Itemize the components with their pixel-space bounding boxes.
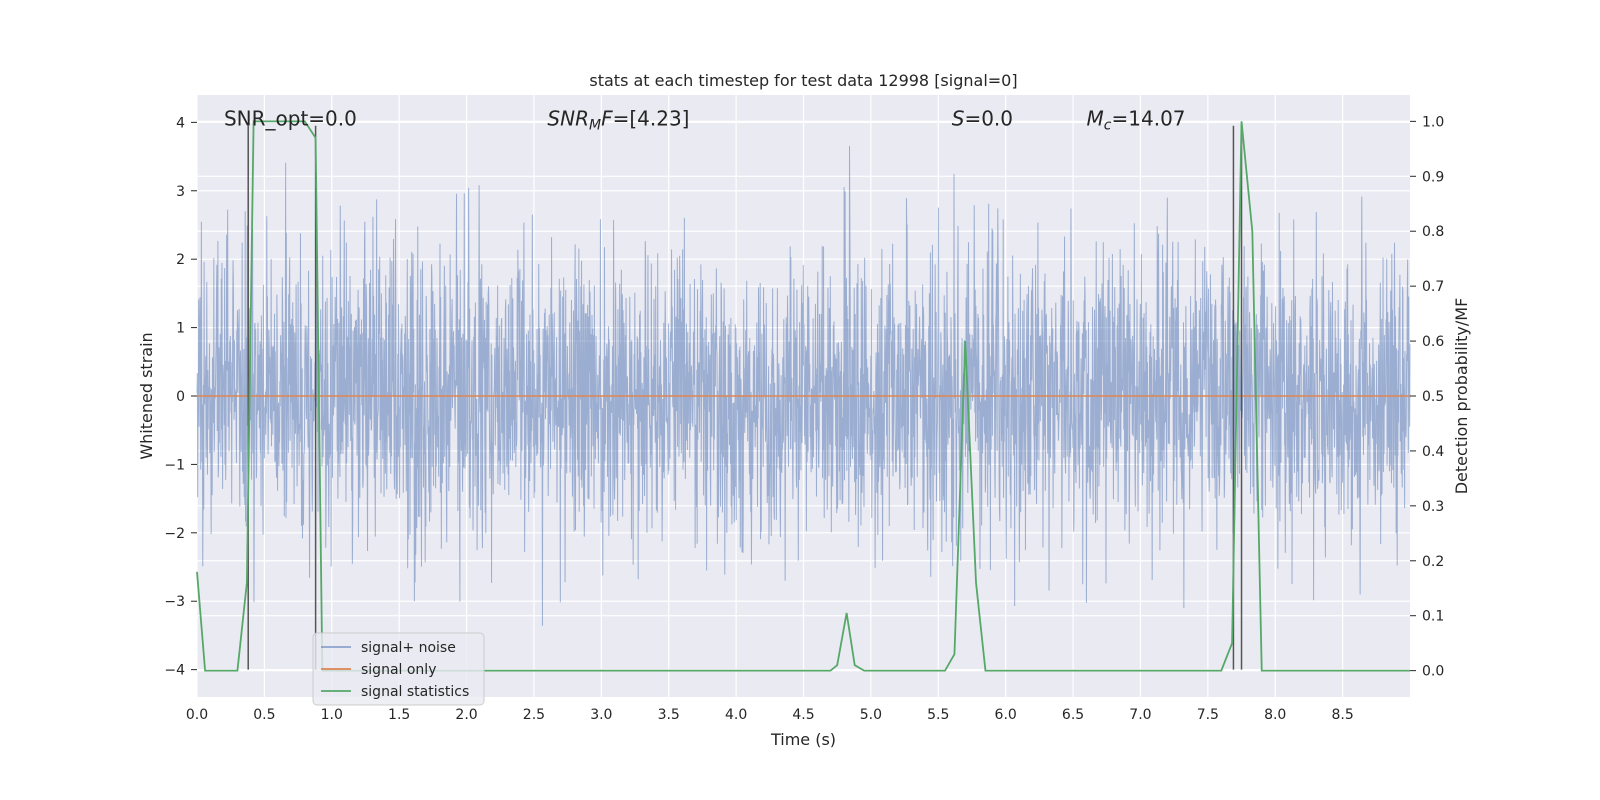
annotations: SNR_opt=0.0 SNRMF=[4.23] S=0.0 Mc=14.07 — [224, 106, 1186, 133]
y2-tick-label: 0.3 — [1422, 499, 1444, 515]
y2-tick-label: 0.8 — [1422, 224, 1444, 240]
mc-annotation: Mc=14.07 — [1087, 106, 1186, 133]
legend-label: signal+ noise — [361, 640, 456, 656]
s-annotation-part: =0.0 — [964, 106, 1013, 130]
vertical-markers — [247, 125, 1243, 670]
x-axis-label: Time (s) — [770, 730, 836, 749]
y2-tick-label: 0.0 — [1422, 664, 1444, 680]
y-tick-label: 3 — [176, 184, 185, 200]
y-tick-label: −2 — [164, 526, 185, 542]
y-tick-label: 0 — [176, 389, 185, 405]
x-tick-label: 2.5 — [523, 707, 545, 723]
snr-mf-annotation-part: F — [601, 106, 613, 130]
mc-annotation-part: M — [1087, 106, 1104, 130]
y-tick-label: 2 — [176, 252, 185, 268]
x-tick-label: 8.5 — [1331, 707, 1353, 723]
y2-tick-label: 0.1 — [1422, 609, 1444, 625]
y-tick-label: −3 — [164, 594, 185, 610]
y2-axis-label: Detection probability/MF — [1452, 298, 1471, 495]
x-tick-label: 8.0 — [1264, 707, 1286, 723]
y2-tick-label: 0.5 — [1422, 389, 1444, 405]
x-tick-label: 6.5 — [1062, 707, 1084, 723]
x-tick-label: 0.5 — [253, 707, 275, 723]
x-tick-label: 3.5 — [658, 707, 680, 723]
chart-title: stats at each timestep for test data 129… — [589, 71, 1017, 90]
snr-mf-annotation-part: M — [589, 117, 601, 133]
snr-opt-annotation: SNR_opt=0.0 — [224, 106, 357, 130]
x-tick-label: 0.0 — [186, 707, 208, 723]
y2-tick-label: 0.6 — [1422, 334, 1444, 350]
legend-label: signal statistics — [361, 684, 469, 700]
x-tick-label: 7.0 — [1129, 707, 1151, 723]
x-tick-label: 7.5 — [1197, 707, 1219, 723]
signal-statistics-line — [196, 120, 1410, 672]
series-signal-plus-noise — [196, 145, 1411, 626]
y-axis-label: Whitened strain — [137, 332, 156, 459]
x-tick-label: 4.5 — [792, 707, 814, 723]
y-tick-label: −4 — [164, 663, 185, 679]
s-annotation: S=0.0 — [952, 106, 1013, 130]
y2-tick-label: 0.7 — [1422, 279, 1444, 295]
x-tick-label: 3.0 — [590, 707, 612, 723]
y-tick-label: −1 — [164, 457, 185, 473]
y2-tick-label: 1.0 — [1422, 114, 1444, 130]
x-tick-label: 1.0 — [321, 707, 343, 723]
snr-mf-annotation-part: SNR — [547, 106, 589, 130]
ticks: 0.0 0.5 1.0 1.5 2.0 2.5 3.0 3.5 4.0 4.5 5.0 5.5 6.0 6… — [164, 114, 1444, 723]
snr-mf-annotation-part: =[4.23] — [613, 106, 690, 130]
x-tick-label: 5.5 — [927, 707, 949, 723]
y-tick-label: 1 — [176, 321, 185, 337]
snr-opt-annotation-part: SNR_opt=0.0 — [224, 106, 357, 130]
x-tick-label: 4.0 — [725, 707, 747, 723]
x-tick-label: 2.0 — [455, 707, 477, 723]
legend-label: signal only — [361, 662, 436, 678]
x-tick-label: 5.0 — [860, 707, 882, 723]
signal-plus-noise-line — [196, 145, 1411, 626]
legend: signal+ noise signal only signal statistic… — [312, 632, 485, 706]
legend-box — [312, 632, 485, 706]
x-tick-label: 6.0 — [995, 707, 1017, 723]
y-tick-label: 4 — [176, 115, 185, 131]
snr-mf-annotation: SNRMF=[4.23] — [547, 106, 689, 133]
mc-annotation-part: c — [1104, 117, 1112, 133]
x-tick-label: 1.5 — [388, 707, 410, 723]
series-signal-statistics — [196, 120, 1410, 672]
y2-tick-label: 0.4 — [1422, 444, 1444, 460]
mc-annotation-part: =14.07 — [1112, 106, 1186, 130]
y2-tick-label: 0.2 — [1422, 554, 1444, 570]
s-annotation-part: S — [952, 106, 965, 130]
y2-tick-label: 0.9 — [1422, 169, 1444, 185]
